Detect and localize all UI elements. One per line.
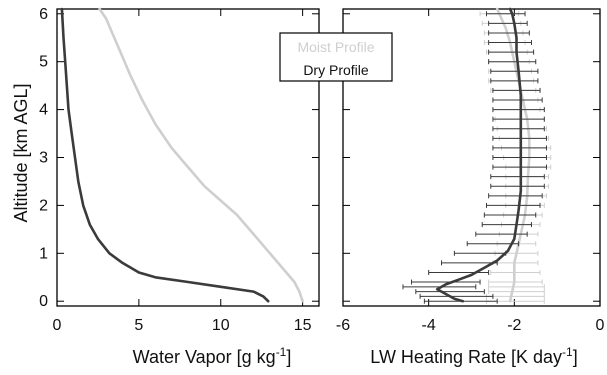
left-y-tick-label: 3 xyxy=(39,150,48,167)
right-x-tick-label: -6 xyxy=(336,317,350,334)
water-vapor-panel: 0 5 10 15 0 1 2 3 4 5 6 xyxy=(39,6,320,334)
left-x-tick-label: 10 xyxy=(212,317,230,334)
right-x-tick-label: -2 xyxy=(507,317,521,334)
right-x-axis-label-main: LW Heating Rate [K day xyxy=(370,347,562,367)
right-x-tick-label: -4 xyxy=(422,317,436,334)
legend-item-dry: Dry Profile xyxy=(303,62,369,78)
left-y-tick-label: 1 xyxy=(39,245,48,262)
left-y-tick-label: 6 xyxy=(39,6,48,23)
right-x-axis-label: LW Heating Rate [K day-1] xyxy=(370,345,577,367)
left-x-tick-label: 15 xyxy=(294,317,312,334)
left-x-axis-label-sup: -1 xyxy=(276,345,287,359)
left-x-axis-label-end: ] xyxy=(286,347,291,367)
y-axis-label: Altitude [km AGL] xyxy=(11,83,31,222)
left-moist-profile-line xyxy=(98,7,304,303)
heating-rate-panel: -6 -4 -2 0 xyxy=(336,7,605,334)
left-dry-profile-line xyxy=(60,7,270,303)
left-x-axis-label: Water Vapor [g kg-1] xyxy=(133,345,292,367)
right-x-axis-label-sup: -1 xyxy=(562,345,573,359)
right-x-tick-label: 0 xyxy=(596,317,605,334)
left-y-tick-label: 4 xyxy=(39,102,48,119)
left-x-tick-label: 0 xyxy=(53,317,62,334)
left-x-axis-label-main: Water Vapor [g kg xyxy=(133,347,276,367)
legend: Moist Profile Dry Profile xyxy=(279,32,393,82)
right-dry-profile-line xyxy=(435,7,523,303)
left-y-tick-label: 5 xyxy=(39,54,48,71)
right-x-axis-label-end: ] xyxy=(573,347,578,367)
legend-item-moist: Moist Profile xyxy=(297,39,374,55)
legend-box xyxy=(279,32,393,82)
left-x-tick-label: 5 xyxy=(134,317,143,334)
left-y-tick-label: 0 xyxy=(39,293,48,310)
left-y-tick-label: 2 xyxy=(39,197,48,214)
